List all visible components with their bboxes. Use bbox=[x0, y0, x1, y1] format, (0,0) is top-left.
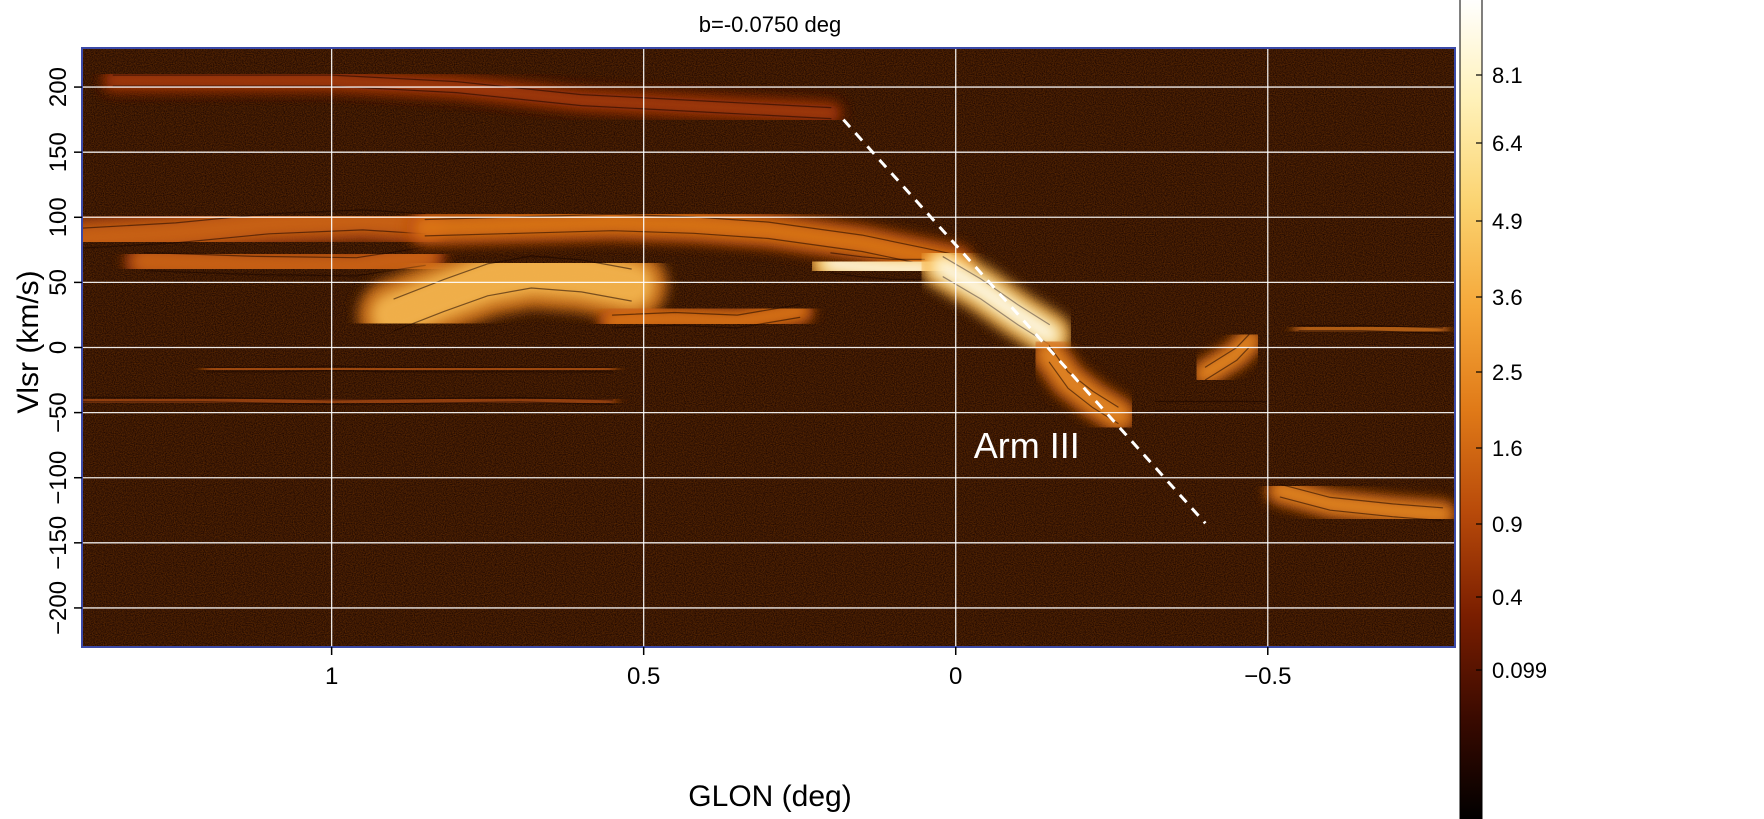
y-tick-label: 150 bbox=[45, 132, 72, 172]
emission-feature bbox=[597, 296, 815, 337]
x-tick-label: 0 bbox=[949, 663, 962, 690]
y-tick-label: 0 bbox=[45, 341, 72, 354]
colorbar-tick-label: 0.4 bbox=[1492, 585, 1523, 610]
y-axis: 200 150 100 50 0 −50 −100 −150 −200 bbox=[45, 67, 82, 635]
y-tick-label: −150 bbox=[45, 516, 72, 570]
x-axis-label: GLON (deg) bbox=[688, 780, 851, 813]
colorbar-tick-label: 4.9 bbox=[1492, 209, 1523, 234]
emission-feature bbox=[1145, 395, 1279, 417]
y-tick-label: −100 bbox=[45, 451, 72, 505]
plot-area: Arm III bbox=[81, 47, 1456, 648]
colorbar-tick-label: 8.1 bbox=[1492, 63, 1523, 88]
colorbar-tick-label: 1.6 bbox=[1492, 436, 1523, 461]
y-tick-label: −50 bbox=[45, 392, 72, 433]
emission-feature bbox=[201, 363, 618, 375]
colorbar-tick-label: 6.4 bbox=[1492, 131, 1523, 156]
emission-feature bbox=[1030, 335, 1137, 434]
emission-feature bbox=[920, 243, 1073, 358]
emission-layer bbox=[82, 68, 1455, 529]
y-tick-label: −200 bbox=[45, 581, 72, 635]
y-tick-label: 50 bbox=[45, 269, 72, 296]
colorbar-tick-label: 0.099 bbox=[1492, 658, 1547, 683]
y-axis-label: Vlsr (km/s) bbox=[12, 270, 45, 413]
x-tick-label: 0.5 bbox=[627, 663, 660, 690]
y-tick-label: 100 bbox=[45, 197, 72, 237]
colorbar-bar bbox=[1459, 0, 1483, 819]
x-tick-label: 1 bbox=[325, 663, 338, 690]
colorbar-tick-label: 0.9 bbox=[1492, 512, 1523, 537]
colorbar-tick-label: 2.5 bbox=[1492, 360, 1523, 385]
emission-feature bbox=[123, 235, 447, 288]
grid-lines bbox=[82, 48, 1455, 647]
x-tick-label: −0.5 bbox=[1244, 663, 1291, 690]
emission-feature bbox=[82, 196, 449, 262]
y-tick-label: 200 bbox=[45, 67, 72, 107]
emission-feature bbox=[808, 239, 948, 293]
x-axis: 1 0.5 0 −0.5 bbox=[325, 647, 1291, 690]
colorbar-ticks: 8.1 6.4 4.9 3.6 2.5 1.6 0.9 0.4 0.099 bbox=[1476, 63, 1547, 683]
emission-feature bbox=[82, 394, 618, 408]
arm-iii-label: Arm III bbox=[974, 425, 1080, 466]
chart-title: b=-0.0750 deg bbox=[699, 12, 842, 37]
emission-feature bbox=[1292, 321, 1449, 337]
colorbar-tick-label: 3.6 bbox=[1492, 285, 1523, 310]
emission-feature bbox=[1265, 476, 1455, 529]
colorbar: 8.1 6.4 4.9 3.6 2.5 1.6 0.9 0.4 0.099 bbox=[1459, 0, 1547, 819]
arm-iii-dashed-line bbox=[842, 118, 1207, 525]
